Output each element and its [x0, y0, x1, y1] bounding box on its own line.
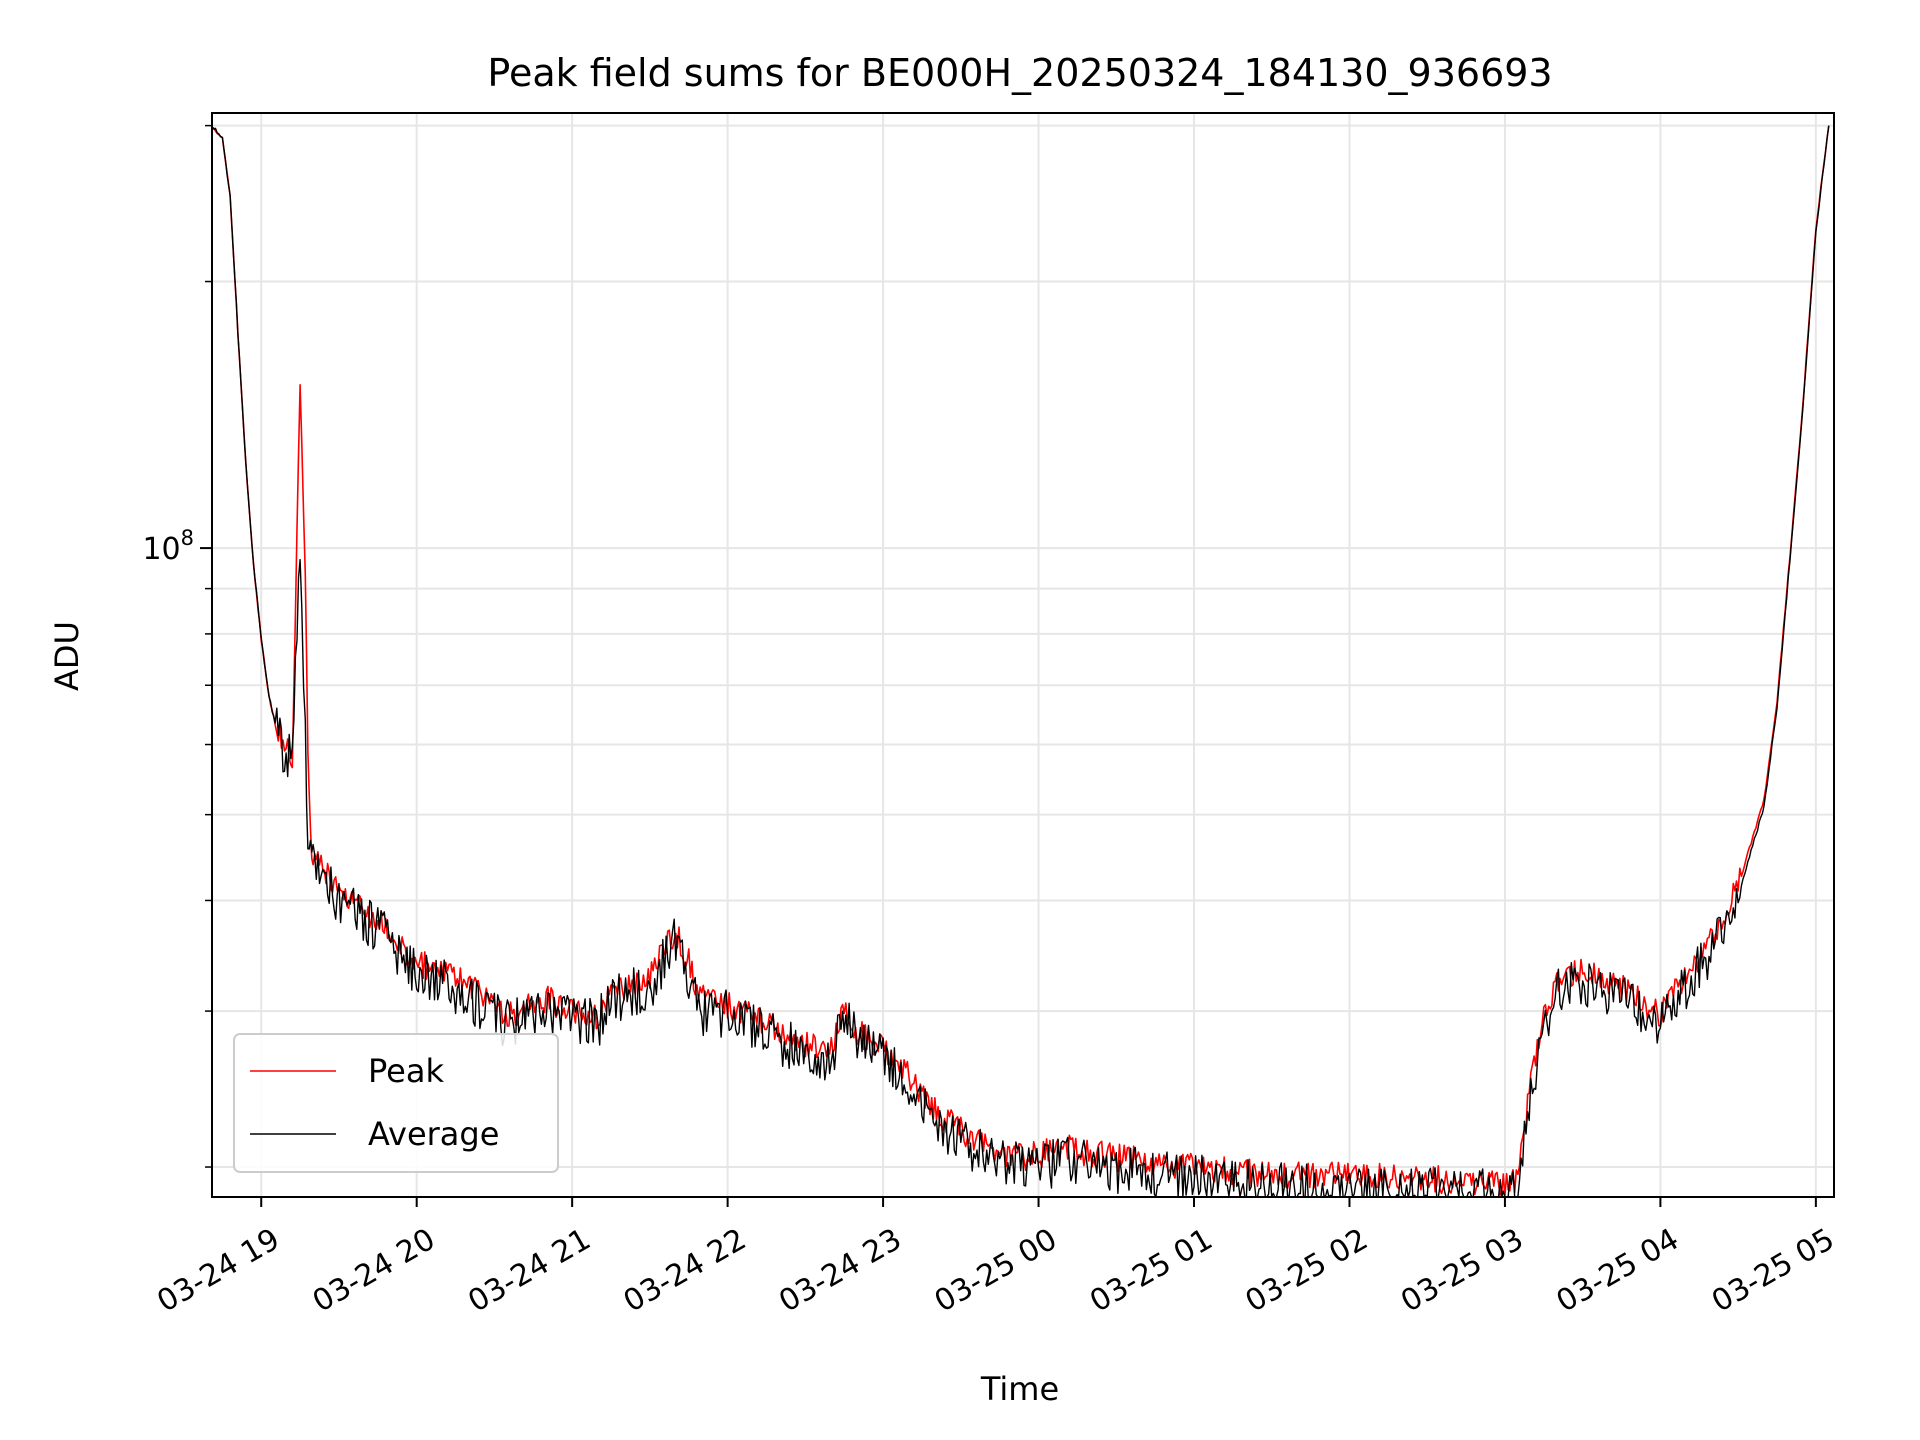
x-axis-title: Time: [980, 1370, 1059, 1408]
plot-frame: [211, 112, 1835, 1198]
series-line-average: [211, 125, 1830, 1198]
y-tick-label: 108: [142, 526, 194, 567]
chart-title: Peak field sums for BE000H_20250324_1841…: [487, 51, 1552, 95]
y-axis: 108: [142, 124, 212, 1168]
legend-label-average: Average: [368, 1115, 499, 1153]
y-axis-title: ADU: [48, 621, 86, 691]
legend-box: [233, 1033, 559, 1173]
legend-label-peak: Peak: [368, 1052, 444, 1090]
series-layer: [211, 125, 1830, 1198]
legend: Peak Average: [233, 1033, 559, 1173]
